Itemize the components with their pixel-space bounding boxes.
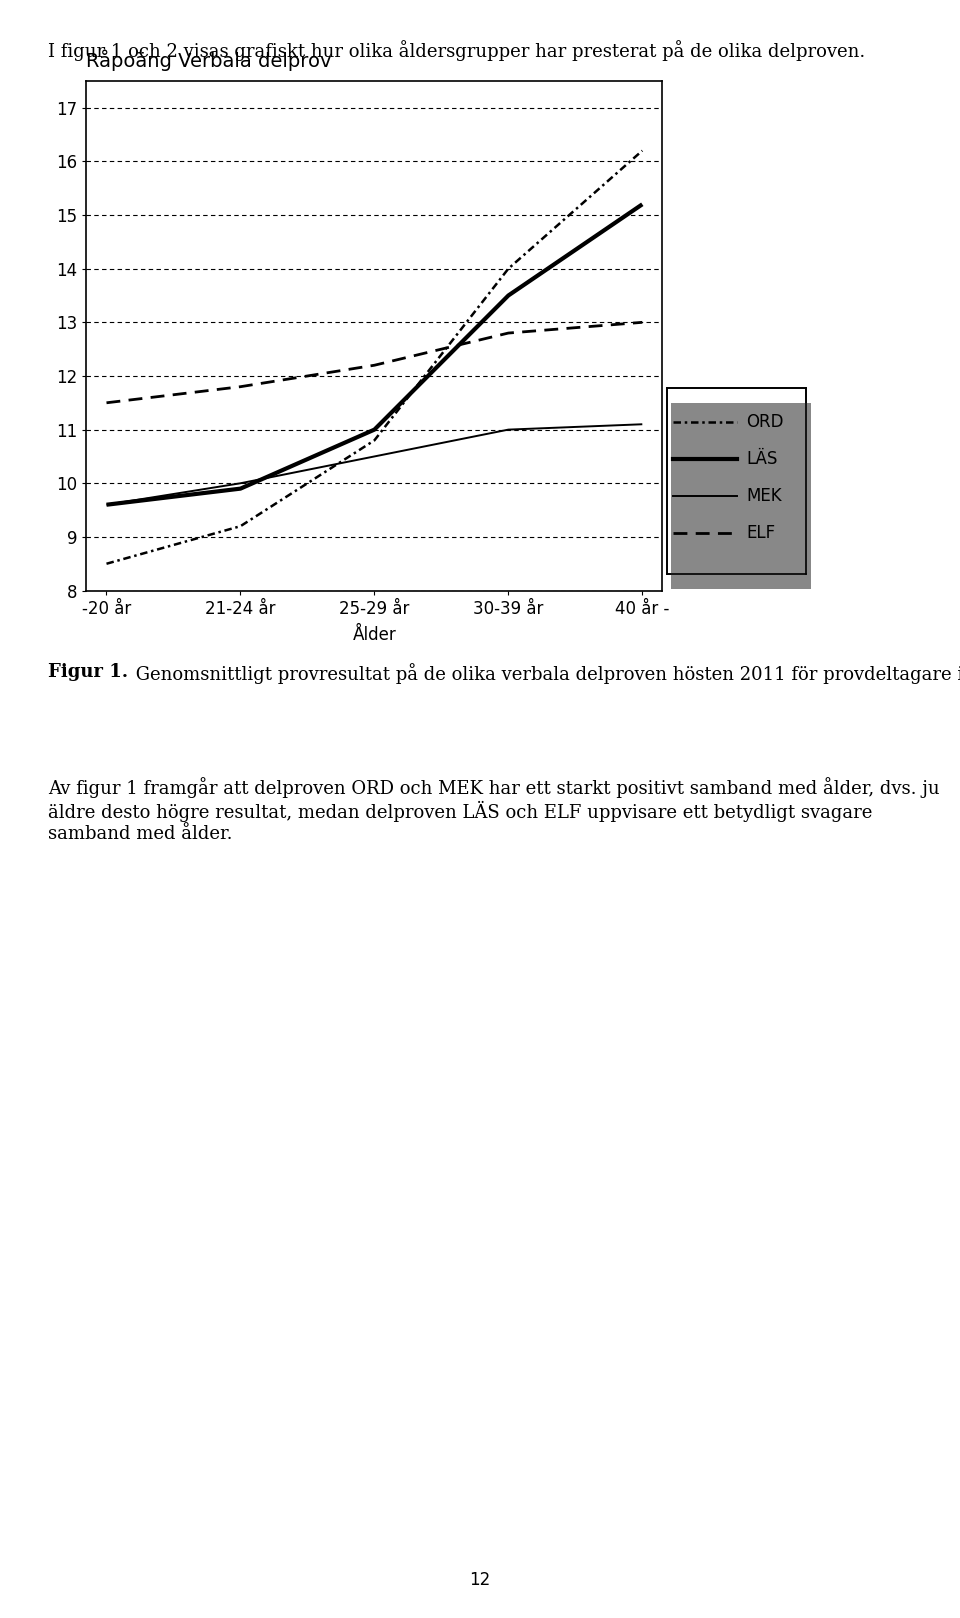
Line: LÄS: LÄS — [107, 204, 642, 505]
ELF — [636, 312, 648, 332]
MEK — [234, 474, 246, 493]
Text: Råpoäng Verbala delprov: Råpoäng Verbala delprov — [86, 50, 332, 71]
X-axis label: Ålder: Ålder — [352, 626, 396, 644]
ORD — [369, 430, 380, 450]
LÄS — [369, 421, 380, 440]
Text: Figur 1.: Figur 1. — [48, 663, 128, 681]
Text: MEK: MEK — [747, 487, 782, 505]
Text: ORD: ORD — [747, 413, 784, 430]
Line: MEK: MEK — [107, 424, 642, 505]
MEK — [503, 421, 515, 440]
Text: Av figur 1 framgår att delproven ORD och MEK har ett starkt positivt samband med: Av figur 1 framgår att delproven ORD och… — [48, 777, 940, 843]
Line: ELF: ELF — [107, 322, 642, 403]
LÄS — [503, 286, 515, 306]
Text: 12: 12 — [469, 1571, 491, 1589]
LÄS — [101, 495, 112, 515]
ORD — [636, 141, 648, 160]
MEK — [369, 447, 380, 466]
ORD — [101, 553, 112, 573]
ORD — [503, 259, 515, 278]
MEK — [101, 495, 112, 515]
ELF — [503, 324, 515, 343]
Text: LÄS: LÄS — [747, 450, 778, 468]
Line: ORD: ORD — [107, 150, 642, 563]
FancyBboxPatch shape — [671, 403, 810, 589]
Text: I figur 1 och 2 visas grafiskt hur olika åldersgrupper har presterat på de olika: I figur 1 och 2 visas grafiskt hur olika… — [48, 40, 865, 61]
LÄS — [234, 479, 246, 498]
ELF — [369, 356, 380, 375]
ELF — [234, 377, 246, 396]
ORD — [234, 516, 246, 536]
Text: ELF: ELF — [747, 524, 776, 542]
Text: Genomsnittligt provresultat på de olika verbala delproven hösten 2011 för provde: Genomsnittligt provresultat på de olika … — [130, 663, 960, 684]
ELF — [101, 393, 112, 413]
LÄS — [636, 194, 648, 214]
MEK — [636, 414, 648, 434]
